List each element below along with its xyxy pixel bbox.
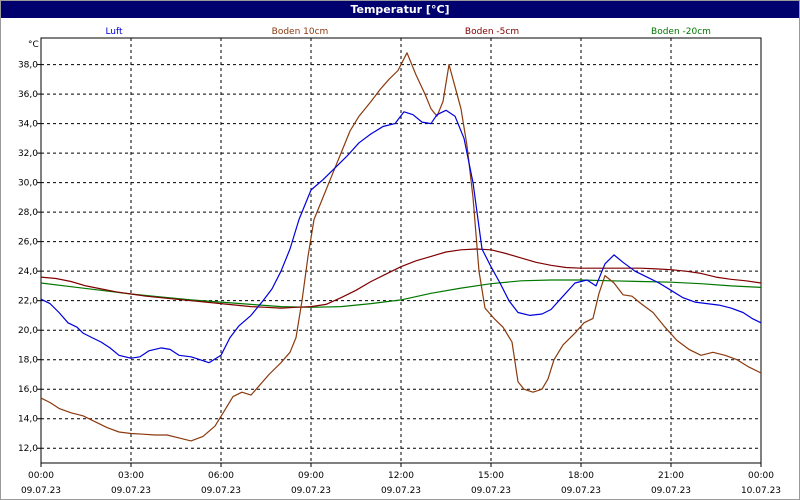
series-line: [40, 109, 762, 364]
series-lines: [40, 52, 762, 442]
x-tick-date-label: 09.07.23: [381, 486, 421, 496]
axis-ticks: 12,0 14,0 16,0 18,0 20,0 22,0 24,0 26,0 28,0 30,0…: [18, 61, 781, 496]
legend-entry: Boden 10cm: [272, 27, 329, 37]
y-tick-label: 26,0: [18, 238, 38, 248]
x-tick-time-label: 03:00: [118, 471, 144, 481]
grid-lines: [41, 38, 761, 463]
x-tick-date-label: 09.07.23: [291, 486, 331, 496]
series-line: [40, 52, 762, 442]
legend-entry: Luft: [105, 27, 123, 37]
legend-entry: Boden -20cm: [651, 27, 711, 37]
y-tick-label: 16,0: [18, 385, 38, 395]
y-tick-label: 14,0: [18, 415, 38, 425]
x-tick-time-label: 18:00: [568, 471, 594, 481]
series-line: [40, 279, 762, 308]
y-tick-label: 18,0: [18, 356, 38, 366]
x-tick-time-label: 00:00: [748, 471, 774, 481]
x-tick-time-label: 15:00: [478, 471, 504, 481]
y-tick-label: 34,0: [18, 120, 38, 130]
x-tick-time-label: 12:00: [388, 471, 414, 481]
y-axis-unit: °C: [28, 40, 39, 50]
y-tick-label: 28,0: [18, 208, 38, 218]
x-tick-time-label: 00:00: [28, 471, 54, 481]
x-tick-date-label: 09.07.23: [651, 486, 691, 496]
x-tick-time-label: 06:00: [208, 471, 234, 481]
y-tick-label: 24,0: [18, 267, 38, 277]
x-tick-date-label: 09.07.23: [201, 486, 241, 496]
x-tick-date-label: 09.07.23: [561, 486, 601, 496]
y-tick-label: 12,0: [18, 444, 38, 454]
x-tick-date-label: 10.07.23: [741, 486, 781, 496]
legend: Luft Boden 10cm Boden -5cm Boden -20cm: [105, 27, 711, 37]
y-tick-label: 30,0: [18, 179, 38, 189]
x-tick-time-label: 21:00: [658, 471, 684, 481]
y-tick-label: 20,0: [18, 326, 38, 336]
y-tick-label: 32,0: [18, 149, 38, 159]
chart-title: Temperatur [°C]: [1, 1, 799, 18]
series-line: [40, 248, 762, 309]
x-tick-date-label: 09.07.23: [21, 486, 61, 496]
legend-entry: Boden -5cm: [465, 27, 519, 37]
x-tick-date-label: 09.07.23: [111, 486, 151, 496]
x-tick-date-label: 09.07.23: [471, 486, 511, 496]
y-tick-label: 22,0: [18, 297, 38, 307]
y-tick-label: 38,0: [18, 61, 38, 71]
x-tick-time-label: 09:00: [298, 471, 324, 481]
y-tick-label: 36,0: [18, 90, 38, 100]
